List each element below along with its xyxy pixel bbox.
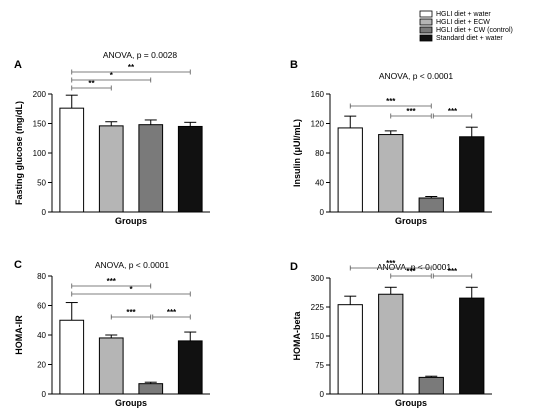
anova-title: ANOVA, p < 0.0001 bbox=[95, 260, 170, 270]
significance-label: *** bbox=[448, 267, 458, 276]
legend-label: Standard diet + water bbox=[436, 35, 503, 42]
y-tick-label: 0 bbox=[320, 208, 325, 217]
y-tick-label: 150 bbox=[311, 332, 325, 341]
legend-label: HGLI diet + water bbox=[436, 11, 491, 18]
y-axis-label: Insulin (μUI/mL) bbox=[292, 119, 302, 187]
significance-label: *** bbox=[167, 308, 177, 317]
y-tick-label: 200 bbox=[33, 90, 47, 99]
significance-label: *** bbox=[386, 259, 396, 268]
bar bbox=[98, 125, 124, 213]
bar bbox=[459, 136, 485, 213]
panel-c: C ANOVA, p < 0.0001 0 20 40 60 80 Groups HOMA-IR… bbox=[14, 259, 210, 408]
bar bbox=[138, 383, 164, 395]
y-tick-label: 100 bbox=[33, 149, 47, 158]
y-axis-label: HOMA-beta bbox=[292, 311, 302, 361]
y-tick-label: 0 bbox=[42, 208, 47, 217]
bar bbox=[418, 376, 444, 395]
panel-letter: D bbox=[290, 261, 298, 273]
significance-label: *** bbox=[448, 107, 458, 116]
bar bbox=[337, 127, 363, 213]
y-tick-label: 120 bbox=[311, 120, 325, 129]
bar bbox=[418, 197, 444, 213]
panel-letter: A bbox=[14, 59, 22, 71]
significance-label: *** bbox=[406, 267, 416, 276]
legend-label: HGLI diet + ECW bbox=[436, 19, 490, 26]
significance-label: *** bbox=[107, 277, 117, 286]
panel-letter: B bbox=[290, 59, 298, 71]
y-tick-label: 40 bbox=[37, 331, 46, 340]
bar bbox=[337, 304, 363, 395]
y-tick-label: 50 bbox=[37, 179, 46, 188]
y-tick-label: 150 bbox=[33, 120, 47, 129]
y-axis-label: Fasting glucose (mg/dL) bbox=[14, 101, 24, 205]
y-tick-label: 60 bbox=[37, 302, 46, 311]
y-axis-label: HOMA-IR bbox=[14, 315, 24, 355]
significance-label: *** bbox=[126, 308, 136, 317]
significance-label: *** bbox=[406, 107, 416, 116]
bar bbox=[98, 337, 124, 395]
significance-label: ** bbox=[128, 63, 135, 72]
y-tick-label: 0 bbox=[320, 390, 325, 399]
anova-title: ANOVA, p < 0.0001 bbox=[379, 71, 454, 81]
anova-title: ANOVA, p < 0.0001 bbox=[377, 262, 452, 272]
y-tick-label: 80 bbox=[315, 149, 324, 158]
bar bbox=[177, 125, 203, 213]
significance-label: *** bbox=[386, 97, 396, 106]
bar bbox=[177, 340, 203, 395]
legend-swatch bbox=[419, 34, 433, 42]
significance-label: * bbox=[129, 285, 133, 294]
bar bbox=[378, 293, 404, 395]
y-tick-label: 40 bbox=[315, 179, 324, 188]
bar bbox=[59, 319, 85, 395]
significance-label: ** bbox=[88, 79, 95, 88]
y-tick-label: 160 bbox=[311, 90, 325, 99]
anova-title: ANOVA, p = 0.0028 bbox=[103, 50, 178, 60]
y-tick-label: 80 bbox=[37, 272, 46, 281]
bar bbox=[138, 124, 164, 213]
panel-letter: C bbox=[14, 259, 22, 271]
y-tick-label: 300 bbox=[311, 274, 325, 283]
x-axis-label: Groups bbox=[395, 398, 427, 408]
legend-swatch bbox=[419, 26, 433, 34]
legend-label: HGLI diet + CW (control) bbox=[436, 27, 513, 34]
y-tick-label: 20 bbox=[37, 361, 46, 370]
legend-swatch bbox=[419, 10, 433, 18]
bar bbox=[378, 134, 404, 213]
x-axis-label: Groups bbox=[115, 398, 147, 408]
panel-d: D ANOVA, p < 0.0001 0 75 150 225 300 Groups HOMA… bbox=[290, 259, 492, 408]
panel-a: A ANOVA, p = 0.0028 0 50 100 150 200 Groups Fast… bbox=[14, 50, 210, 226]
y-tick-label: 225 bbox=[311, 303, 325, 312]
legend-swatch bbox=[419, 18, 433, 26]
panel-b: B ANOVA, p < 0.0001 0 40 80 120 160 Groups Insul… bbox=[290, 59, 492, 226]
x-axis-label: Groups bbox=[395, 216, 427, 226]
x-axis-label: Groups bbox=[115, 216, 147, 226]
bar bbox=[459, 297, 485, 395]
y-tick-label: 75 bbox=[315, 361, 324, 370]
y-tick-label: 0 bbox=[42, 390, 47, 399]
bar bbox=[59, 107, 85, 213]
significance-label: * bbox=[110, 71, 114, 80]
